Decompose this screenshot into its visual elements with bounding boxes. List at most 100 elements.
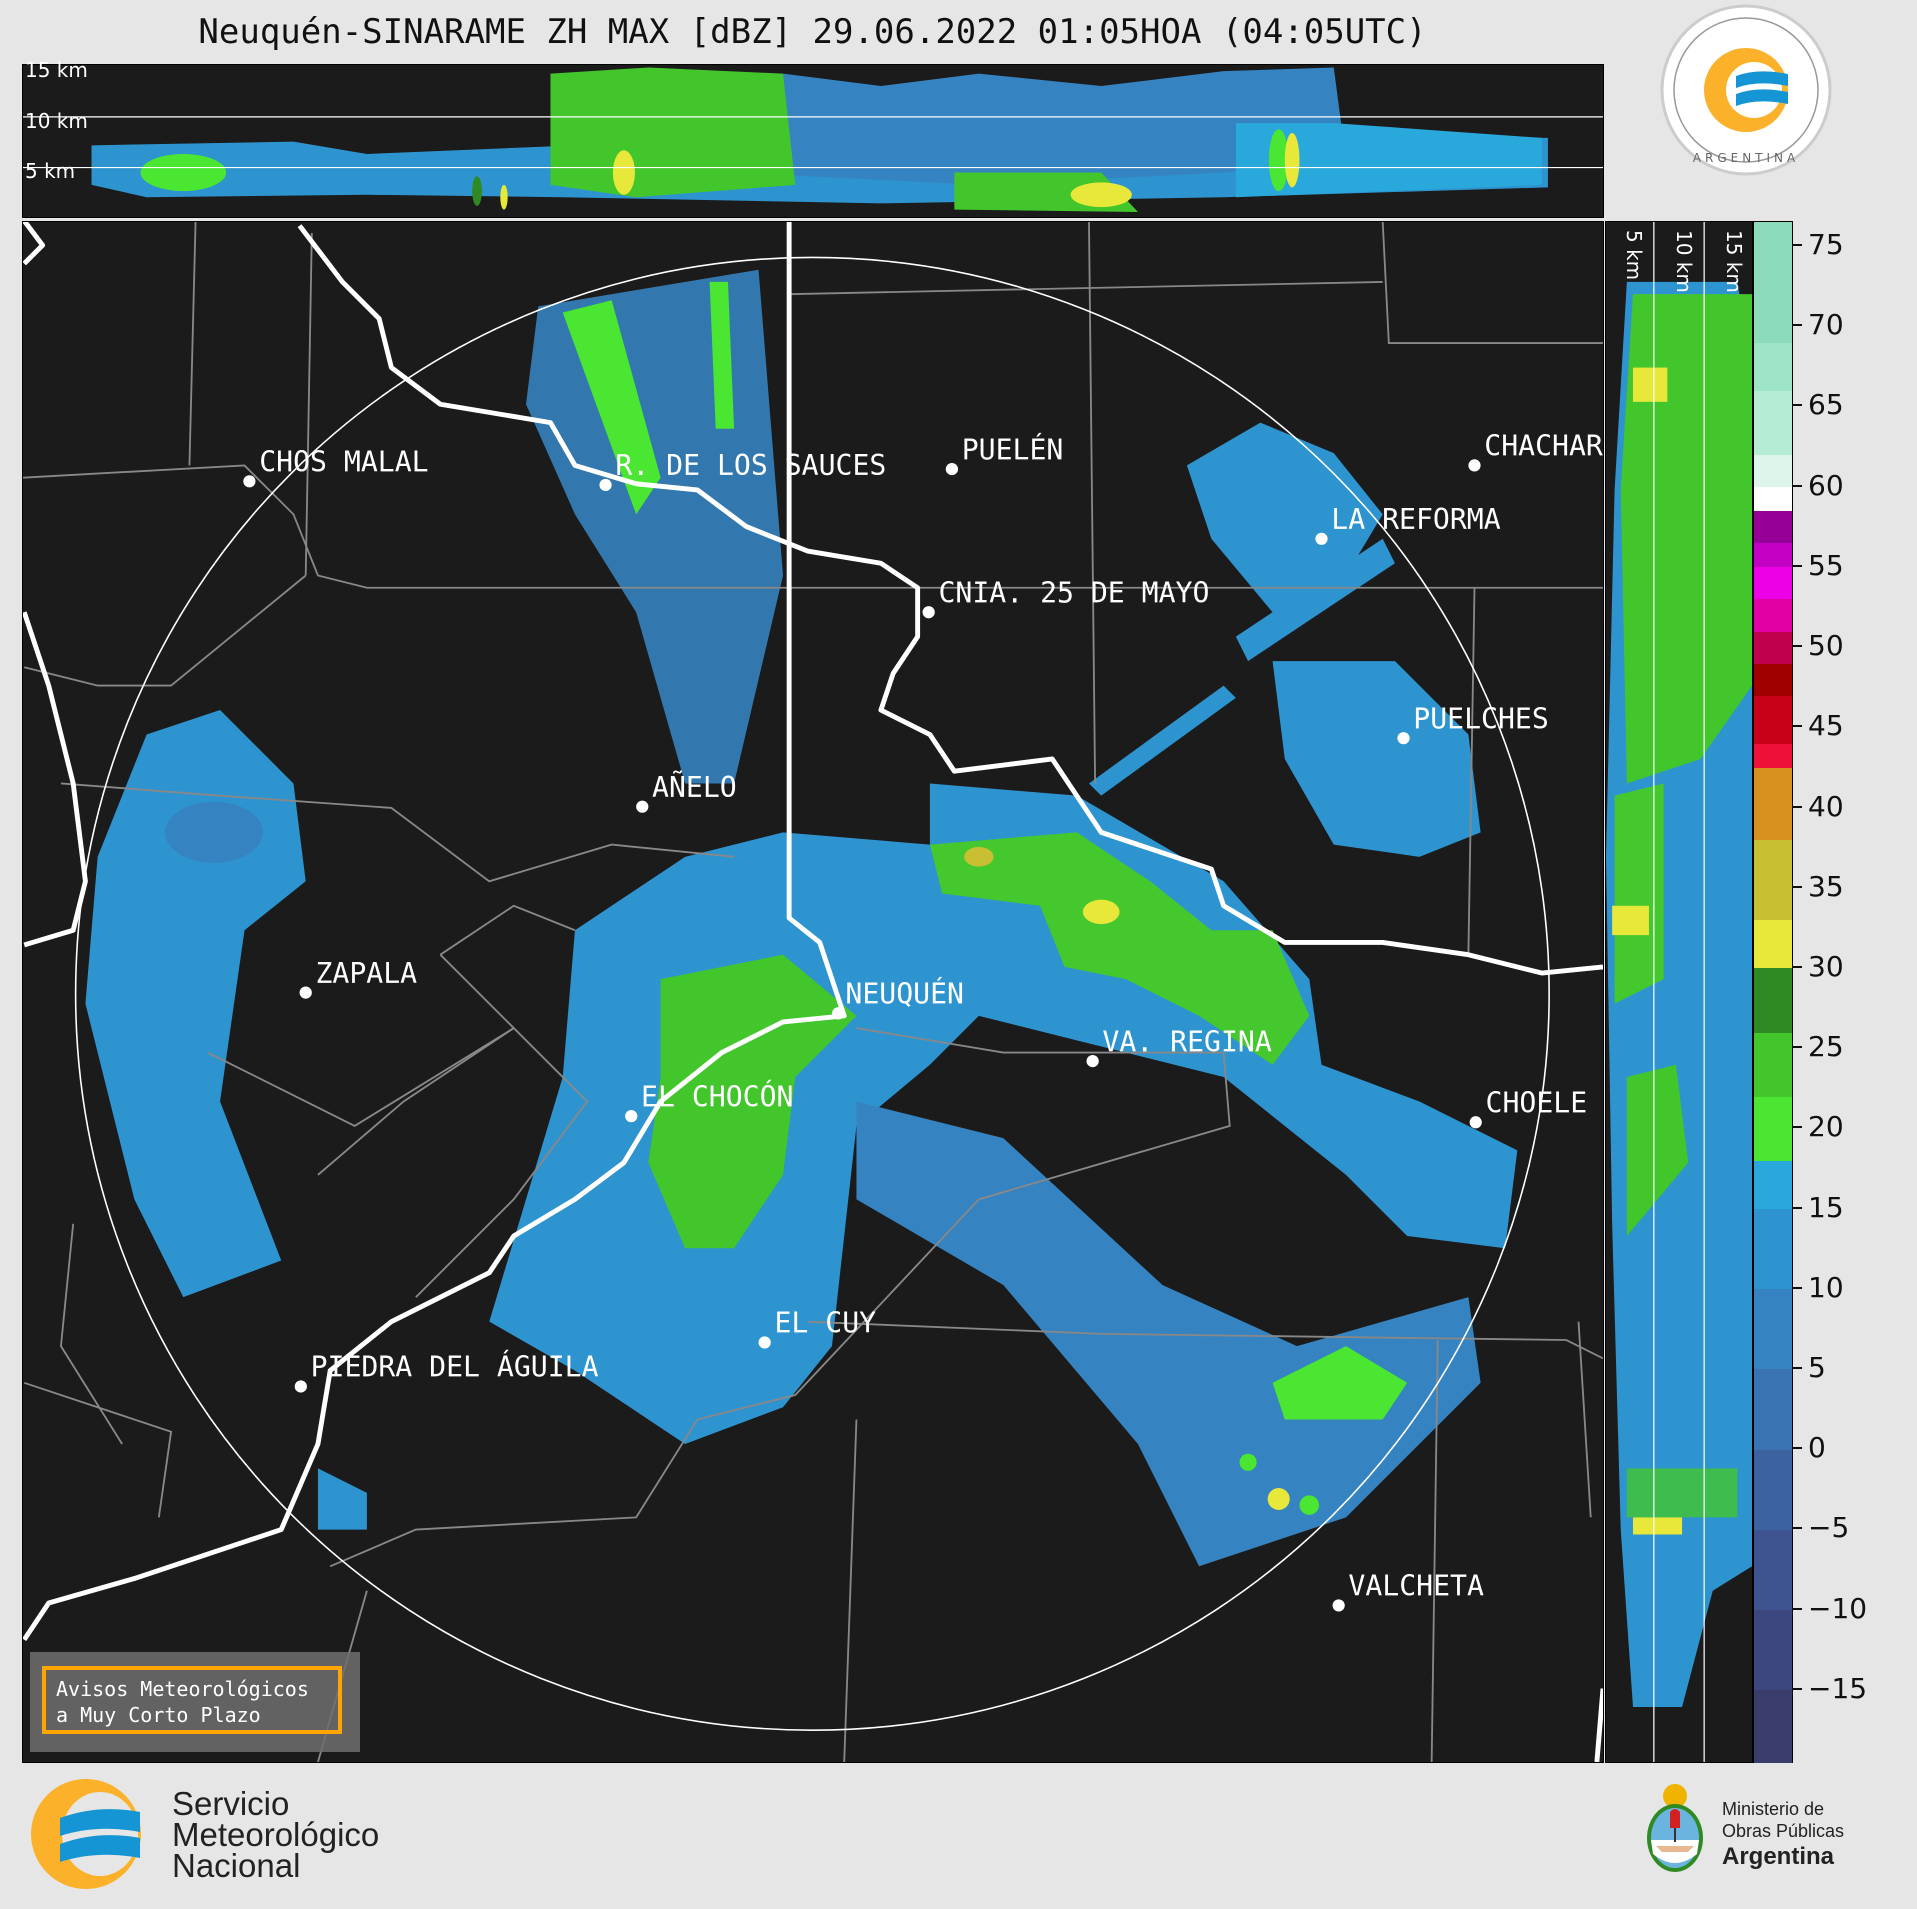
colorbar-tick [1792,965,1802,968]
height-label-15km: 15 km [25,58,88,82]
colorbar-tick [1792,484,1802,487]
side-cross-section [1606,222,1752,1762]
colorbar-band [1754,454,1792,488]
svg-text:CHOELE: CHOELE [1486,1086,1588,1119]
smn-seal-logo: ARGENTINA [1660,4,1832,176]
colorbar-tick-label: −10 [1808,1591,1868,1625]
height-label-10km: 10 km [25,109,88,133]
city-cnia-25-de-mayo: CNIA. 25 DE MAYO [922,576,1209,619]
smn-logo [31,1779,141,1889]
side-height-label-15km: 15 km [1722,230,1746,293]
colorbar [1753,221,1793,1763]
colorbar-band [1754,222,1792,343]
city-puelen: PUELÉN [945,432,1064,476]
colorbar-band [1754,695,1792,744]
city-puelches: PUELCHES [1397,702,1549,745]
colorbar-band [1754,542,1792,568]
top-cross-section [23,67,1603,213]
colorbar-band [1754,1368,1792,1450]
colorbar-tick-label: 70 [1808,308,1844,342]
city-la-reforma: LA REFORMA [1315,503,1501,545]
colorbar-band [1754,1529,1792,1611]
colorbar-tick [1792,1046,1802,1049]
svg-text:VALCHETA: VALCHETA [1348,1570,1484,1603]
radar-map[interactable]: CHOS MALAL R. DE LOS SAUCES PUELÉN CHACH… [21,219,1606,1763]
side-height-label-5km: 5 km [1622,230,1646,281]
colorbar-tick [1792,725,1802,728]
colorbar-tick-label: 0 [1808,1431,1826,1465]
colorbar-band [1754,486,1792,512]
side-height-label-10km: 10 km [1672,230,1696,293]
city-valcheta: VALCHETA [1332,1570,1484,1612]
city-anelo: AÑELO [636,770,737,813]
warning-line1: Avisos Meteorológicos [56,1677,309,1701]
colorbar-tick [1792,1607,1802,1610]
svg-text:EL CUY: EL CUY [774,1307,876,1340]
colorbar-band [1754,1160,1792,1210]
colorbar-tick [1792,1527,1802,1530]
colorbar-band [1754,510,1792,544]
height-label-5km: 5 km [25,159,76,183]
colorbar-tick [1792,885,1802,888]
radar-echoes [85,269,1518,1567]
echo-profile [91,67,1548,213]
colorbar-band [1754,1096,1792,1161]
colorbar-tick-label: 30 [1808,949,1844,983]
colorbar-tick-label: 25 [1808,1030,1844,1064]
colorbar-band [1754,342,1792,391]
svg-text:ZAPALA: ZAPALA [316,957,418,990]
svg-text:EL CHOCÓN: EL CHOCÓN [641,1079,793,1113]
colorbar-tick-label: 75 [1808,228,1844,262]
city-neuquen: NEUQUÉN [831,977,964,1020]
province-boundaries [22,221,1604,1763]
colorbar-tick-label: −5 [1808,1511,1850,1545]
colorbar-tick-label: 35 [1808,869,1844,903]
colorbar-tick [1792,244,1802,247]
city-va-regina: VA. REGINA [1086,1025,1272,1068]
colorbar-tick [1792,1687,1802,1690]
colorbar-band [1754,598,1792,632]
city-choele: CHOELE [1469,1086,1588,1129]
colorbar-band [1754,1689,1792,1763]
colorbar-band [1754,919,1792,969]
svg-text:AÑELO: AÑELO [652,770,737,804]
svg-text:PUELÉN: PUELÉN [962,432,1064,466]
city-piedra-del-aguila: PIEDRA DEL ÁGUILA [294,1350,599,1393]
cities: CHOS MALAL R. DE LOS SAUCES PUELÉN CHACH… [243,430,1603,1612]
svg-text:R. DE LOS SAUCES: R. DE LOS SAUCES [615,449,886,482]
warning-link[interactable]: Avisos Meteorológicos a Muy Corto Plazo [42,1666,342,1734]
smn-line3: Nacional [172,1847,301,1884]
colorbar-band [1754,566,1792,600]
river-lines [21,219,1606,1763]
colorbar-band [1754,1208,1792,1290]
svg-text:CHOS MALAL: CHOS MALAL [259,446,428,479]
radar-range-ring [74,256,1550,1731]
colorbar-band [1754,1449,1792,1530]
city-rincon-de-los-sauces: R. DE LOS SAUCES [599,449,886,492]
svg-text:PUELCHES: PUELCHES [1413,702,1549,735]
colorbar-tick [1792,1286,1802,1289]
svg-text:PIEDRA DEL ÁGUILA: PIEDRA DEL ÁGUILA [311,1350,599,1384]
smn-name: Servicio Meteorológico Nacional [172,1787,380,1884]
mop-line2: Obras Públicas [1722,1821,1845,1841]
svg-text:NEUQUÉN: NEUQUÉN [845,977,964,1011]
colorbar-tick-label: 5 [1808,1350,1826,1384]
argentina-coat-of-arms-icon [1647,1784,1703,1872]
colorbar-tick-label: 45 [1808,709,1844,743]
colorbar-tick [1792,404,1802,407]
colorbar-band [1754,1288,1792,1370]
radar-map-canvas[interactable]: CHOS MALAL R. DE LOS SAUCES PUELÉN CHACH… [21,219,1606,1763]
side-cross-section-panel: 5 km 10 km 15 km [1605,221,1753,1763]
colorbar-band [1754,663,1792,696]
colorbar-band [1754,767,1792,841]
smn-line2: Meteorológico [172,1816,380,1853]
warning-line2: a Muy Corto Plazo [56,1703,261,1727]
colorbar-tick-label: 65 [1808,388,1844,422]
colorbar-tick [1792,1126,1802,1129]
colorbar-tick [1792,805,1802,808]
colorbar-tick [1792,564,1802,567]
colorbar-band [1754,1032,1792,1097]
svg-text:LA REFORMA: LA REFORMA [1331,503,1500,536]
svg-text:VA. REGINA: VA. REGINA [1102,1025,1271,1058]
colorbar-tick-label: 15 [1808,1190,1844,1224]
